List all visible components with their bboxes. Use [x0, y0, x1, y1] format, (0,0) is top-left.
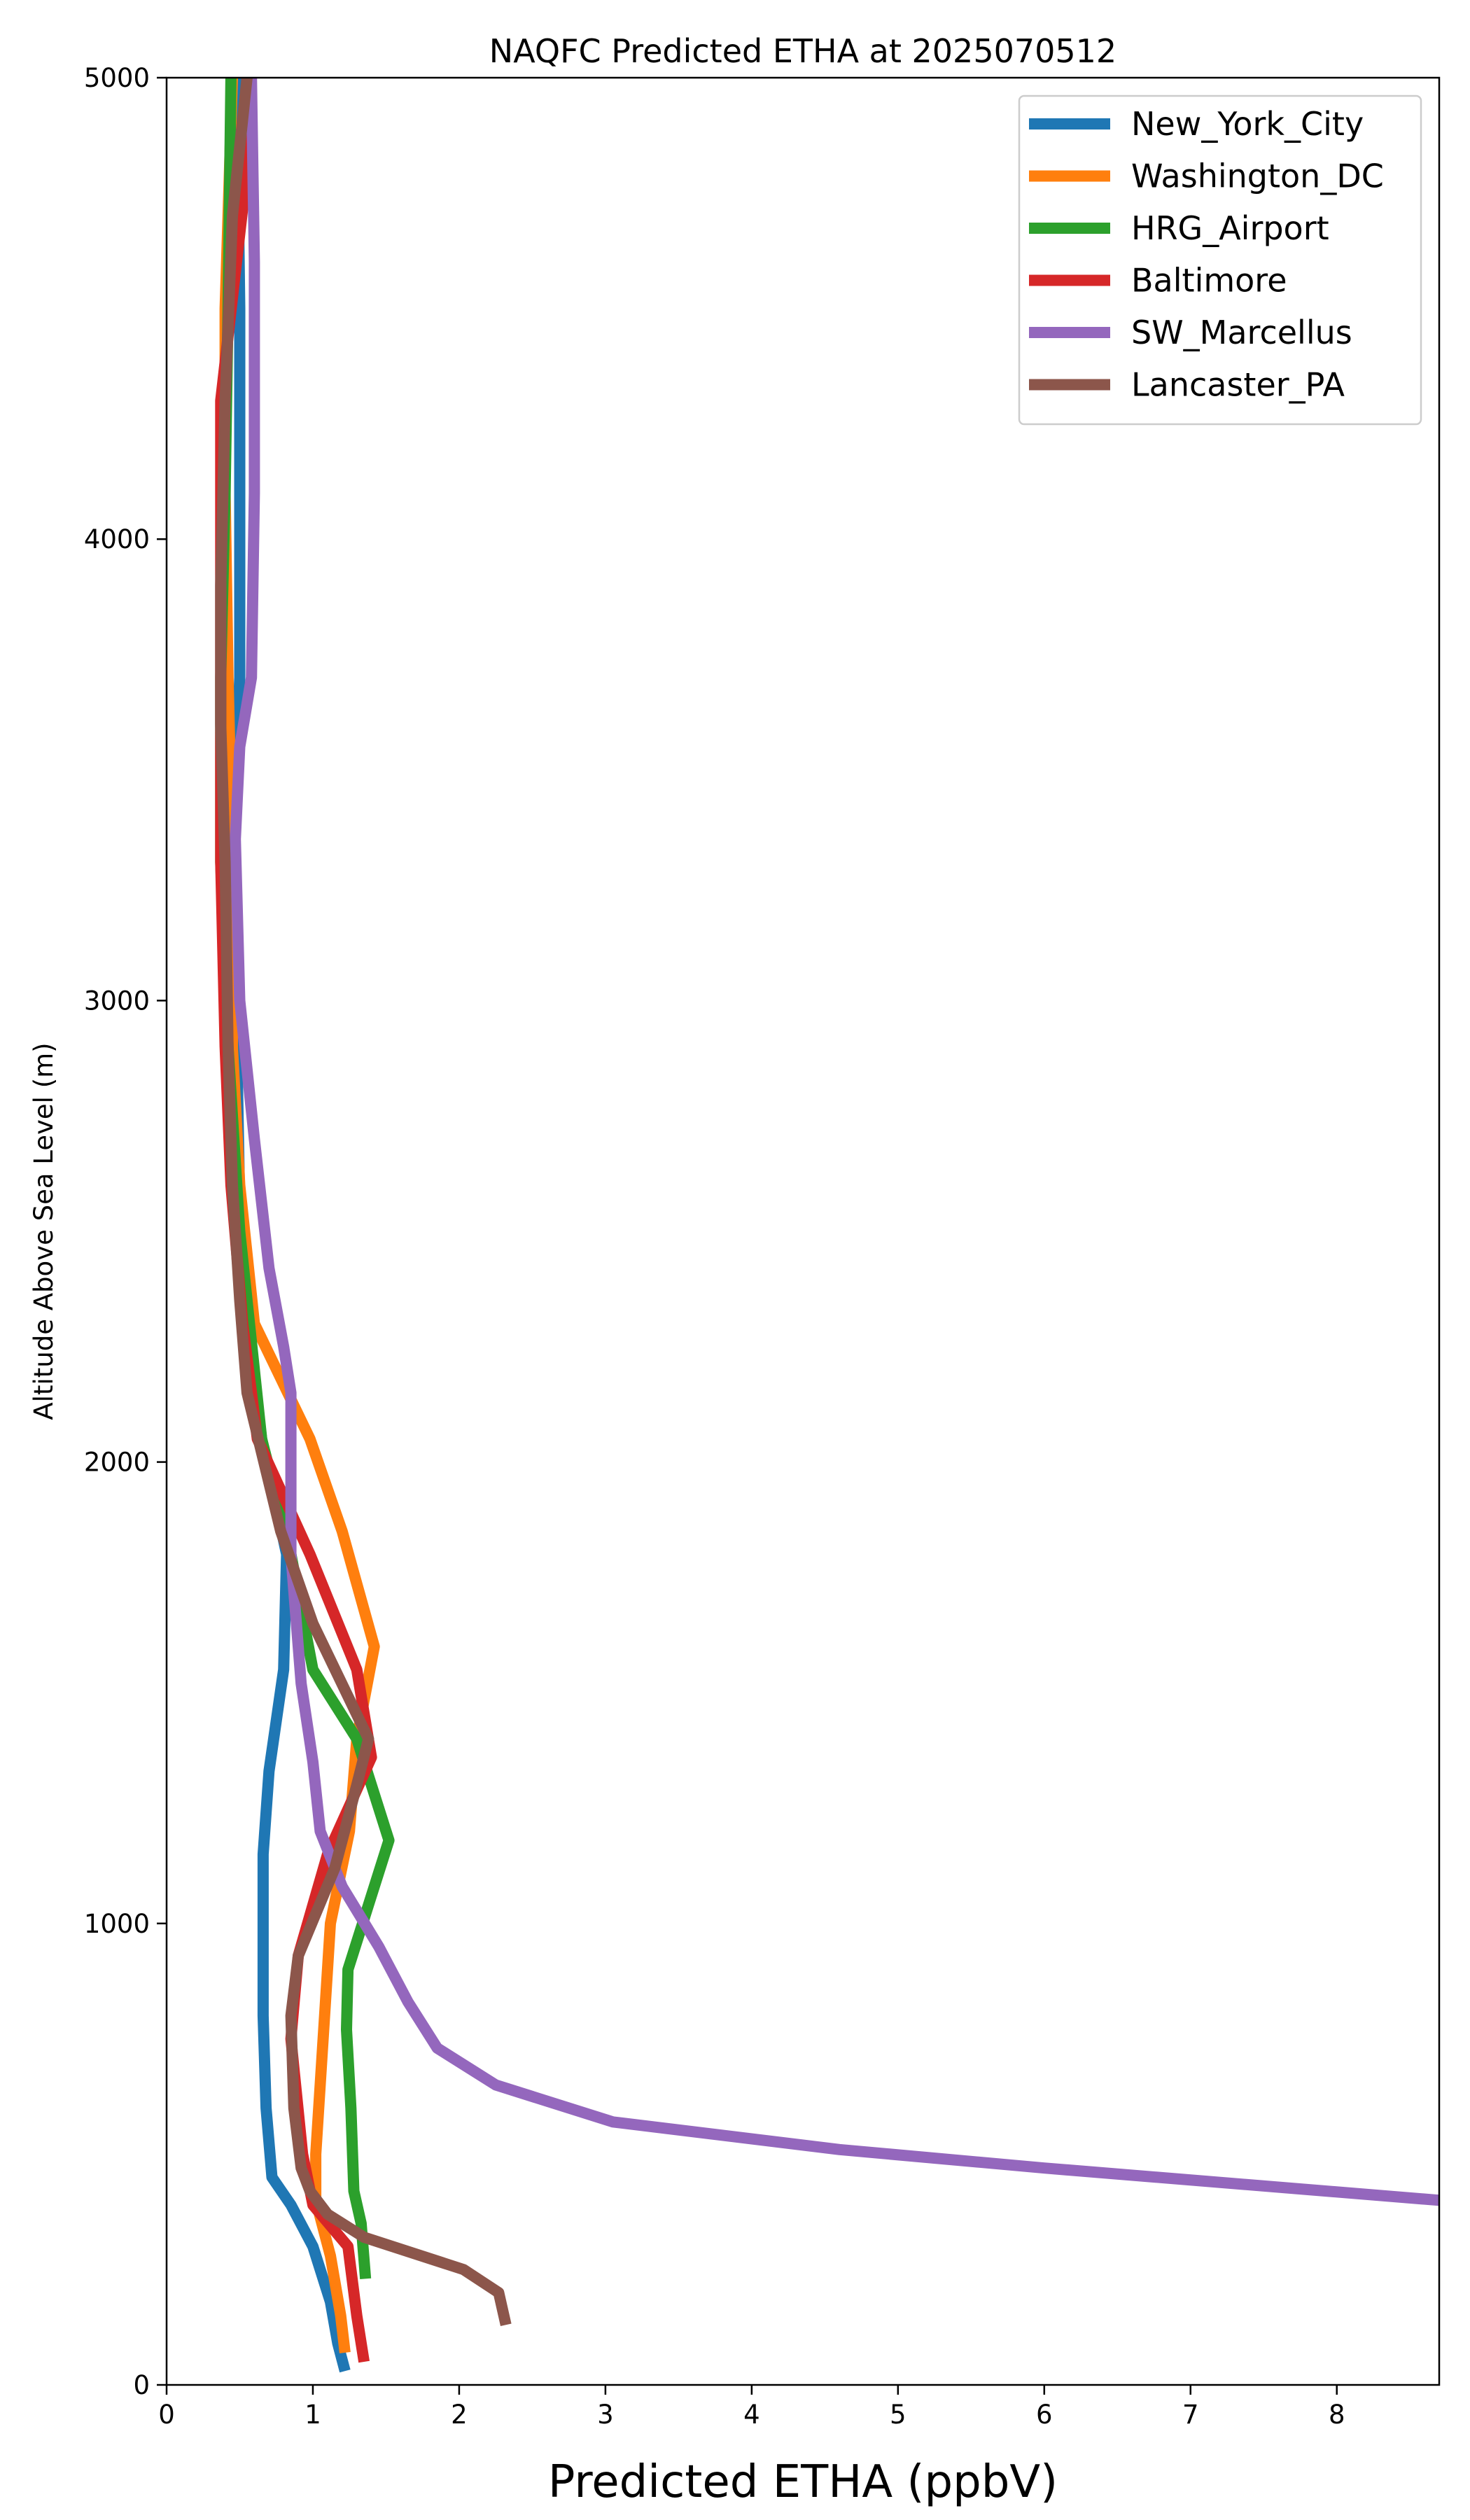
- x-tick-label: 5: [890, 2400, 906, 2430]
- x-tick-label: 0: [158, 2400, 175, 2430]
- x-tick-label: 7: [1182, 2400, 1199, 2430]
- series-layer: [215, 78, 1439, 2373]
- x-tick-label: 8: [1329, 2400, 1345, 2430]
- legend: New_York_City Washington_DC HRG_Airport Bal…: [1018, 94, 1422, 426]
- y-tick-label: 3000: [84, 986, 150, 1016]
- legend-label: Baltimore: [1131, 262, 1287, 300]
- legend-label: New_York_City: [1131, 105, 1364, 143]
- x-tick-label: 3: [597, 2400, 614, 2430]
- x-tick-label: 1: [304, 2400, 321, 2430]
- legend-box: [1018, 94, 1422, 426]
- y-tick-label: 2000: [84, 1448, 150, 1478]
- series-line-sw-marcellus: [230, 78, 1439, 2206]
- y-axis-label: Altitude Above Sea Level (m): [29, 1042, 59, 1420]
- legend-label: Washington_DC: [1131, 158, 1384, 195]
- x-axis-label: Predicted ETHA (ppbV): [548, 2456, 1058, 2508]
- y-tick-label: 5000: [84, 63, 150, 93]
- y-tick-label: 0: [133, 2370, 150, 2400]
- y-tick-label: 1000: [84, 1909, 150, 1939]
- chart-title: NAQFC Predicted ETHA at 2025070512: [489, 32, 1116, 70]
- y-axis-ticks: 0 1000 2000 3000 4000 5000: [84, 63, 167, 2400]
- x-tick-label: 6: [1036, 2400, 1053, 2430]
- x-tick-label: 2: [451, 2400, 468, 2430]
- x-axis-ticks: 0 1 2 3 4 5 6 7 8: [158, 2385, 1345, 2430]
- x-tick-label: 4: [743, 2400, 760, 2430]
- plot-frame: [165, 76, 1441, 2386]
- y-tick-label: 4000: [84, 524, 150, 554]
- series-line-lancaster-pa: [215, 78, 512, 2327]
- legend-label: SW_Marcellus: [1131, 314, 1352, 351]
- legend-label: HRG_Airport: [1131, 209, 1329, 247]
- legend-label: Lancaster_PA: [1131, 366, 1345, 404]
